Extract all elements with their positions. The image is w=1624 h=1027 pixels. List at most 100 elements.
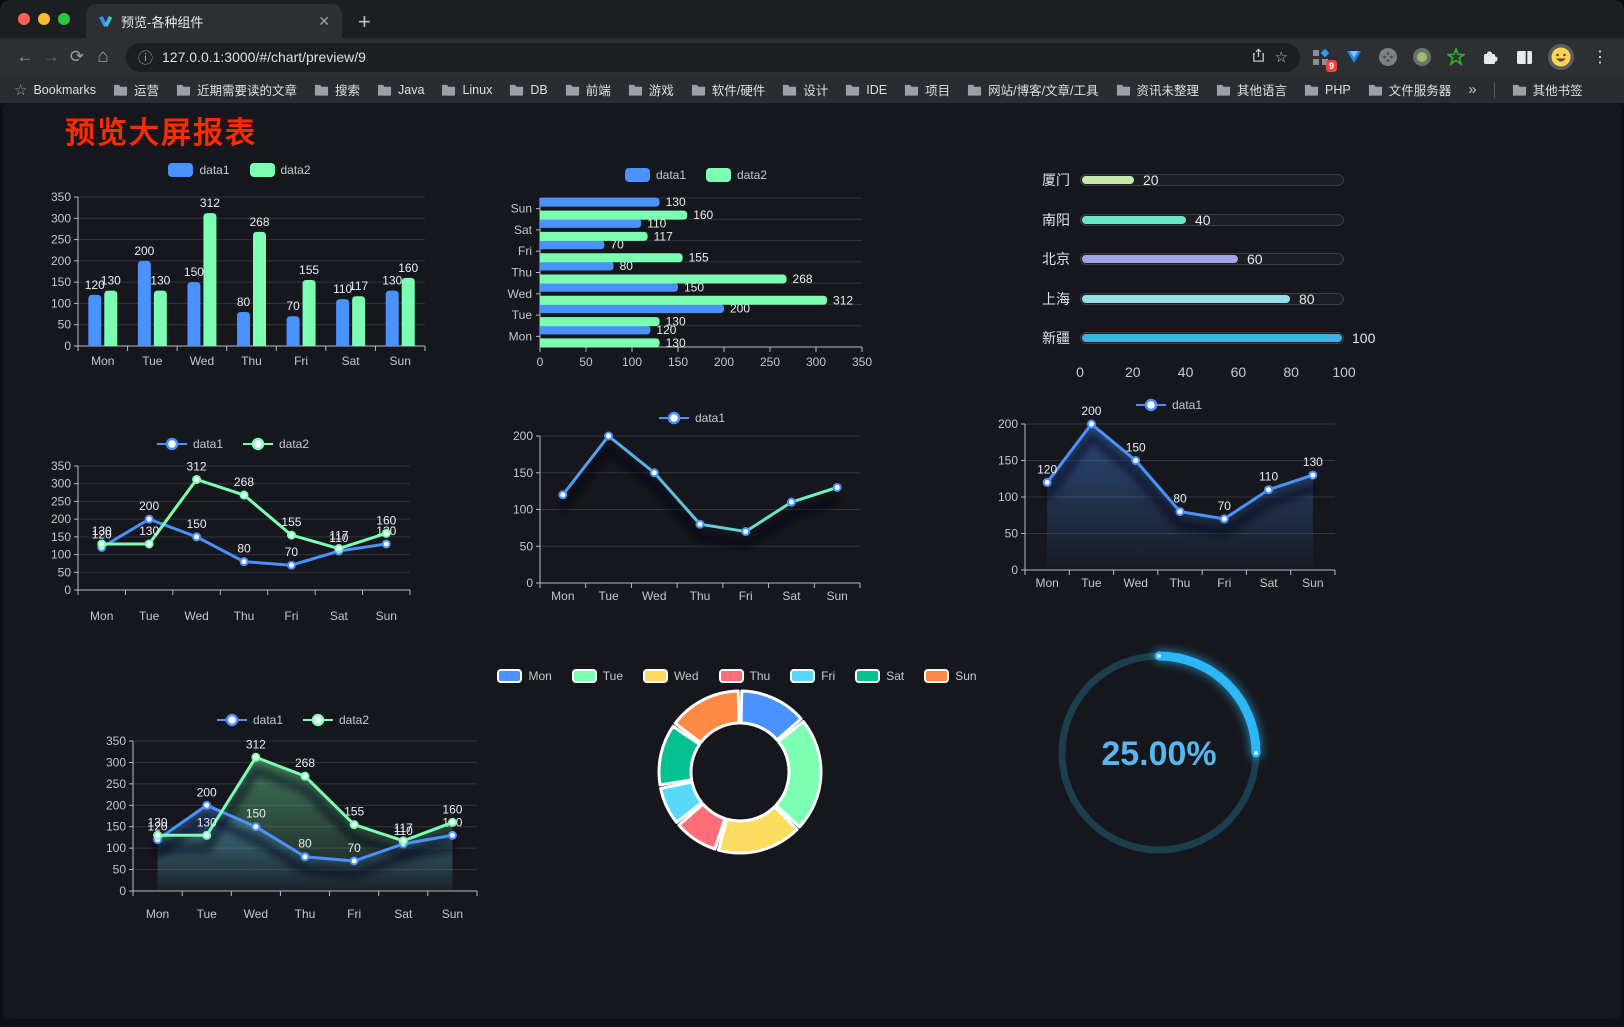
bookmark-item[interactable]: 搜索 [314, 80, 360, 99]
legend-item-data2[interactable]: data2 [249, 163, 311, 177]
share-icon[interactable] [1251, 47, 1266, 67]
horizontal-bar-plot[interactable]: 0 50 100 150 200 250 300 350 Mon Tue Wed Thu Fri Sat S… [500, 156, 892, 371]
svg-text:Thu: Thu [511, 266, 532, 280]
bookmark-item[interactable]: IDE [845, 83, 887, 97]
reload-icon[interactable]: ⟳ [69, 47, 85, 66]
horizontal-bar-chart[interactable]: data1 data2 0 50 100 150 200 250 300 350 Mon Tue Wed… [500, 156, 892, 371]
chart-legend: Mon Tue Wed Thu Fri Sat Sun [497, 669, 977, 683]
sidebar-toggle-icon[interactable] [1514, 47, 1534, 67]
donut-plot[interactable] [537, 639, 937, 884]
svg-text:150: 150 [668, 355, 688, 369]
home-icon[interactable]: ⌂ [97, 46, 109, 67]
bookmarks-overflow-icon[interactable]: » [1468, 81, 1477, 98]
city-progress-chart[interactable]: 厦门 20 南阳 40 北京 60 上海 80 新疆 100 0 20 40 60 80 100 [1000, 158, 1375, 388]
two-series-line-chart[interactable]: data1 data2 0 50 100 150 200 250 300 350 Mon Tue Wed… [42, 428, 424, 640]
svg-text:Sun: Sun [376, 609, 397, 623]
legend-item-data1[interactable]: data1 [168, 163, 230, 177]
svg-text:Wed: Wed [642, 589, 666, 603]
bookmarks-manager[interactable]: ☆ Bookmarks [14, 81, 96, 99]
legend-item-data1[interactable]: data1 [156, 437, 223, 451]
area-single-plot[interactable]: 0 50 100 150 200 Mon Tue Wed Thu Fri Sat Sun 120 200 1… [985, 388, 1353, 598]
gradient-line-plot[interactable]: 0 50 100 150 200 Mon Tue Wed Thu Fri Sat Sun [502, 398, 882, 613]
bookmark-item[interactable]: 资讯未整理 [1116, 80, 1199, 99]
page-info-icon[interactable]: ⓘ [138, 49, 154, 67]
gradient-line-chart[interactable]: data1 0 50 100 150 200 Mon Tue Wed Thu Fri Sat Sun [502, 398, 882, 613]
tab-close-icon[interactable]: ✕ [318, 12, 330, 29]
evernote-star-icon[interactable] [1446, 47, 1466, 67]
grouped-bar-plot[interactable]: 0 50 100 150 200 250 300 350 Mon Tue Wed Thu Fri Sat S… [42, 153, 437, 373]
profile-avatar[interactable] [1548, 44, 1574, 70]
svg-text:Thu: Thu [234, 609, 255, 623]
url-bar[interactable]: ⓘ 127.0.0.1:3000/#/chart/preview/9 ☆ [126, 42, 1300, 72]
extension-circle-icon[interactable] [1378, 47, 1398, 67]
pie-segment-Tue[interactable] [774, 720, 823, 829]
pie-segment-Wed[interactable] [716, 805, 799, 855]
pie-segment-Fri[interactable] [659, 780, 704, 824]
legend-item-Thu[interactable]: Thu [718, 669, 770, 683]
svg-text:268: 268 [249, 215, 269, 229]
maximize-window-button[interactable] [58, 13, 70, 25]
bookmark-item[interactable]: 其他语言 [1216, 80, 1287, 99]
legend-item-data1[interactable]: data1 [658, 411, 725, 425]
legend-item-data1[interactable]: data1 [1135, 398, 1202, 412]
legend-item-data1[interactable]: data1 [624, 168, 686, 182]
pie-segment-Sun[interactable] [673, 689, 741, 745]
close-window-button[interactable] [18, 13, 30, 25]
browser-tab[interactable]: 预览-各种组件 ✕ [86, 4, 342, 38]
new-tab-button[interactable]: + [358, 9, 371, 34]
progress-track [1080, 292, 1344, 305]
bookmark-item[interactable]: 游戏 [628, 80, 674, 99]
bookmark-item[interactable]: 文件服务器 [1368, 80, 1451, 99]
line-two-series-plot[interactable]: 0 50 100 150 200 250 300 350 Mon Tue Wed Thu Fri Sat S… [42, 428, 424, 640]
bookmark-item[interactable]: 设计 [782, 80, 828, 99]
legend-item-data2[interactable]: data2 [706, 168, 767, 182]
svg-text:300: 300 [806, 355, 826, 369]
pie-segment-Thu[interactable] [677, 802, 727, 851]
bookmark-item[interactable]: Linux [441, 83, 492, 97]
svg-text:130: 130 [92, 524, 112, 538]
gauge-plot[interactable]: 25.00% [1046, 643, 1272, 863]
legend-item-Tue[interactable]: Tue [571, 669, 623, 683]
bookmark-item[interactable]: Java [377, 83, 424, 97]
single-area-chart[interactable]: data1 0 50 100 150 200 Mon Tue Wed Thu Fri Sat Sun 12… [985, 388, 1353, 598]
svg-text:160: 160 [693, 208, 713, 222]
bookmark-item[interactable]: 近期需要读的文章 [176, 80, 297, 99]
minimize-window-button[interactable] [38, 13, 50, 25]
legend-item-data2[interactable]: data2 [303, 713, 369, 727]
legend-item-Mon[interactable]: Mon [497, 669, 552, 683]
bookmark-item[interactable]: DB [509, 83, 548, 97]
extension-dot-icon[interactable] [1412, 47, 1432, 67]
two-series-area-chart[interactable]: data1 data2 0 50 100 150 200 250 300 350 Mon Tue Wed… [97, 695, 489, 925]
bookmark-item[interactable]: 运营 [113, 80, 159, 99]
pie-segment-Sat[interactable] [657, 724, 702, 787]
grouped-bar-chart[interactable]: data1 data2 0 50 100 150 200 250 300 350 Mon Tue Wed… [42, 153, 437, 373]
browser-menu-icon[interactable]: ⋮ [1592, 49, 1608, 66]
forward-icon[interactable]: → [42, 47, 60, 66]
back-icon[interactable]: ← [16, 47, 34, 66]
bookmark-item[interactable]: 软件/硬件 [691, 80, 765, 99]
donut-chart[interactable]: Mon Tue Wed Thu Fri Sat Sun [497, 639, 977, 884]
puzzle-icon[interactable] [1480, 47, 1500, 67]
area-two-series-plot[interactable]: 0 50 100 150 200 250 300 350 Mon Tue Wed Thu Fri Sat S… [97, 695, 489, 925]
legend-item-data2[interactable]: data2 [243, 437, 309, 451]
bookmark-item[interactable]: 前端 [565, 80, 611, 99]
svg-text:117: 117 [394, 821, 413, 835]
legend-item-Wed[interactable]: Wed [643, 669, 699, 683]
bookmark-star-icon[interactable]: ☆ [1274, 49, 1288, 66]
extension-grid-icon[interactable]: 9 [1310, 47, 1337, 72]
bookmark-item[interactable]: 网站/博客/文章/工具 [967, 80, 1099, 99]
legend-item-Fri[interactable]: Fri [790, 669, 835, 683]
svg-text:Mon: Mon [551, 589, 574, 603]
progress-fill [1082, 294, 1290, 303]
vue-devtools-icon[interactable] [1344, 47, 1364, 67]
bookmark-item[interactable]: PHP [1304, 83, 1351, 97]
bookmark-item[interactable]: 项目 [904, 80, 950, 99]
url-text[interactable]: 127.0.0.1:3000/#/chart/preview/9 [162, 49, 366, 65]
gauge-chart[interactable]: 25.00% [1046, 643, 1272, 863]
legend-item-data1[interactable]: data1 [216, 713, 283, 727]
svg-text:150: 150 [106, 820, 126, 834]
other-bookmarks-folder[interactable]: 其他书签 [1512, 80, 1583, 99]
pie-segment-Mon[interactable] [739, 689, 803, 742]
legend-item-Sat[interactable]: Sat [855, 669, 904, 683]
legend-item-Sun[interactable]: Sun [924, 669, 977, 683]
